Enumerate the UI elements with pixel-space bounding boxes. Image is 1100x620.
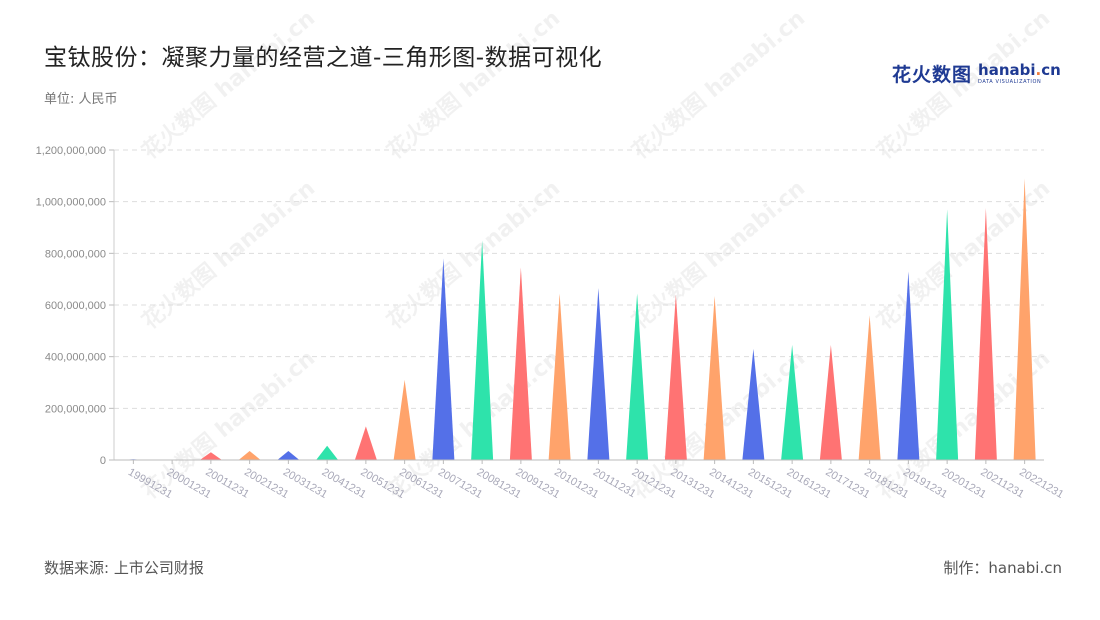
bar-20211231	[974, 208, 997, 460]
bar-20221231	[1013, 178, 1036, 460]
y-tick-label: 1,200,000,000	[36, 145, 106, 157]
bar-20131231	[664, 294, 687, 460]
y-tick-label: 400,000,000	[45, 352, 106, 364]
bar-20031231	[277, 450, 300, 460]
logo-english-text: hanabi.cn	[978, 60, 1061, 79]
watermark-text: 花火数图 hanabi.cn	[872, 5, 1055, 164]
bar-20071231	[432, 258, 455, 460]
y-axis: 0 200,000,000 400,000,000 600,000,000 800,00…	[36, 145, 115, 467]
bar-20181231	[858, 315, 881, 460]
brand-logo: 花火数图 hanabi.cn DATA VISUALIZATION	[892, 60, 1061, 87]
y-tick-label: 1,000,000,000	[36, 197, 106, 209]
bar-20201231	[936, 209, 959, 460]
y-tick-label: 600,000,000	[45, 300, 106, 312]
watermark-text: 花火数图 hanabi.cn	[382, 5, 565, 164]
bar-20141231	[703, 295, 726, 460]
logo-chinese-text: 花火数图	[892, 64, 973, 86]
bar-20121231	[626, 293, 649, 460]
watermark-text: 花火数图 hanabi.cn	[627, 5, 810, 164]
bar-20021231	[238, 450, 261, 460]
bar-20041231	[316, 445, 339, 460]
data-source: 数据来源: 上市公司财报	[44, 559, 204, 577]
y-tick-label: 800,000,000	[45, 248, 106, 260]
bar-20091231	[509, 267, 532, 460]
y-tick-label: 200,000,000	[45, 403, 106, 415]
bar-series	[122, 178, 1036, 460]
bar-20011231	[199, 452, 222, 460]
bar-20111231	[587, 288, 610, 460]
bar-20191231	[897, 271, 920, 460]
watermark-text: 花火数图 hanabi.cn	[137, 175, 320, 334]
x-tick-label: 20221231	[1017, 466, 1065, 501]
bar-20081231	[471, 240, 494, 460]
author-credit: 制作：hanabi.cn	[943, 559, 1062, 577]
x-tick-label: 20011231	[203, 466, 251, 500]
y-tick-label: 0	[100, 455, 106, 467]
bar-20171231	[819, 345, 842, 460]
watermark-text: 花火数图 hanabi.cn	[137, 5, 320, 164]
bar-20061231	[393, 379, 416, 460]
watermark-text: 花火数图 hanabi.cn	[382, 175, 565, 334]
bar-20151231	[742, 348, 765, 460]
unit-label: 单位: 人民币	[44, 92, 118, 107]
logo-subtitle: DATA VISUALIZATION	[978, 78, 1042, 85]
logo-english-block: hanabi.cn DATA VISUALIZATION	[978, 60, 1061, 85]
bar-20101231	[548, 293, 571, 460]
watermark-text: 花火数图 hanabi.cn	[627, 175, 810, 334]
bar-20161231	[781, 345, 804, 460]
x-tick-label: 20211231	[978, 466, 1026, 500]
grid-lines	[114, 149, 1044, 409]
chart-title: 宝钛股份：凝聚力量的经营之道-三角形图-数据可视化	[44, 45, 603, 71]
bar-20051231	[354, 426, 377, 460]
